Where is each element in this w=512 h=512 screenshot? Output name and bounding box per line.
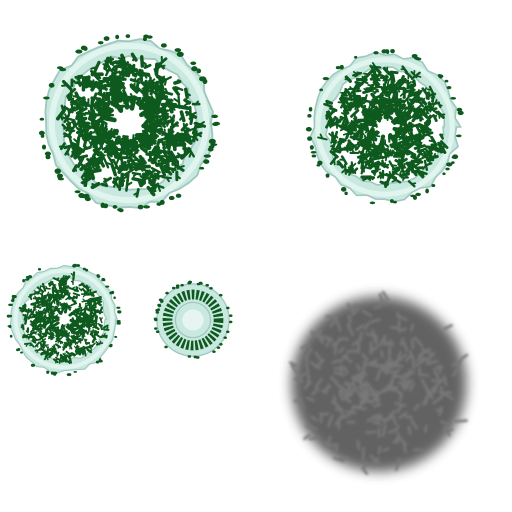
medium-wreath-body — [306, 49, 464, 204]
outer-fringe — [39, 34, 220, 212]
medium-snowy-wreath-sprite — [304, 44, 466, 210]
tiny-center — [182, 309, 203, 330]
small-wreath-body — [7, 264, 122, 376]
large-snowy-wreath-sprite — [36, 28, 222, 218]
small-snowy-wreath-sprite — [4, 260, 124, 378]
shadow-wreath-body — [290, 292, 466, 473]
wreath-shadow-sprite — [276, 282, 482, 486]
tiny-wreath-body — [154, 281, 233, 359]
large-wreath-body — [39, 34, 220, 212]
tiny-snowy-wreath-sprite — [148, 276, 238, 364]
